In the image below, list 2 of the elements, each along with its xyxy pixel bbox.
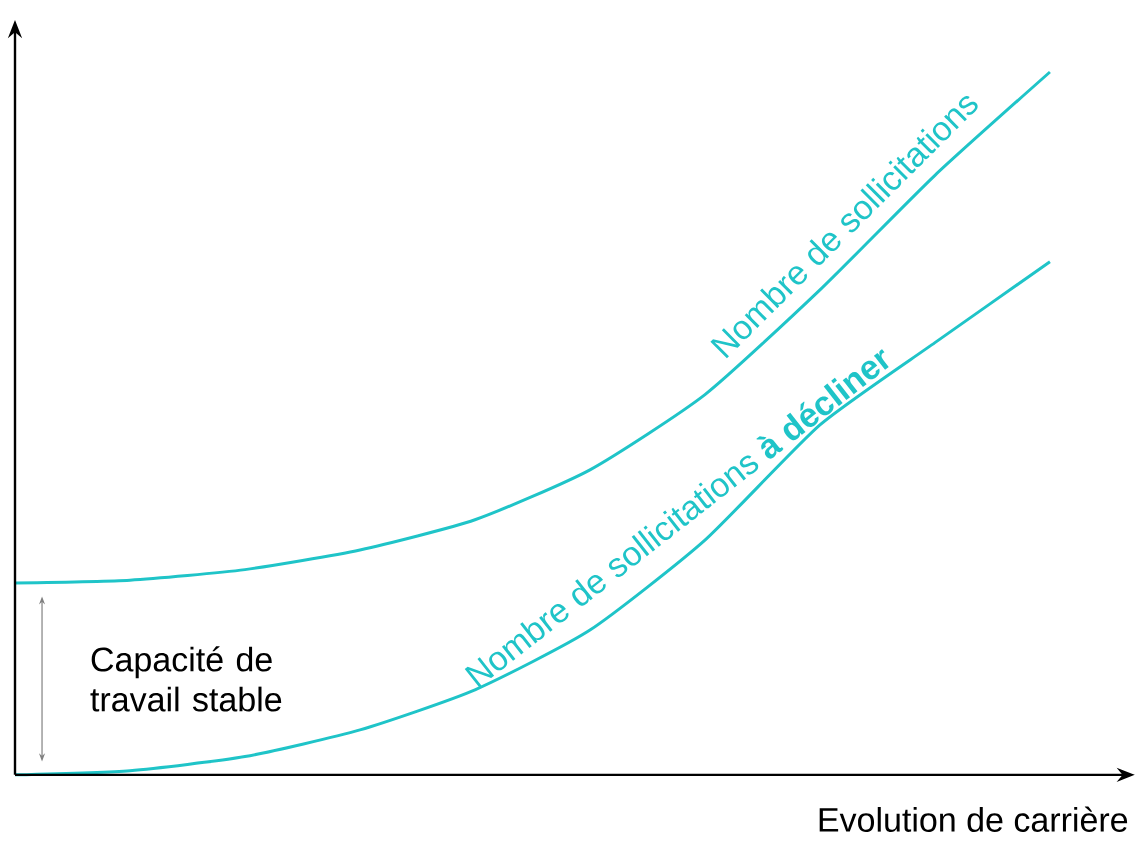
annotation: Capacité de travail stable [90, 646, 282, 712]
x-axis-title: Evolution de carrière [819, 806, 1128, 833]
